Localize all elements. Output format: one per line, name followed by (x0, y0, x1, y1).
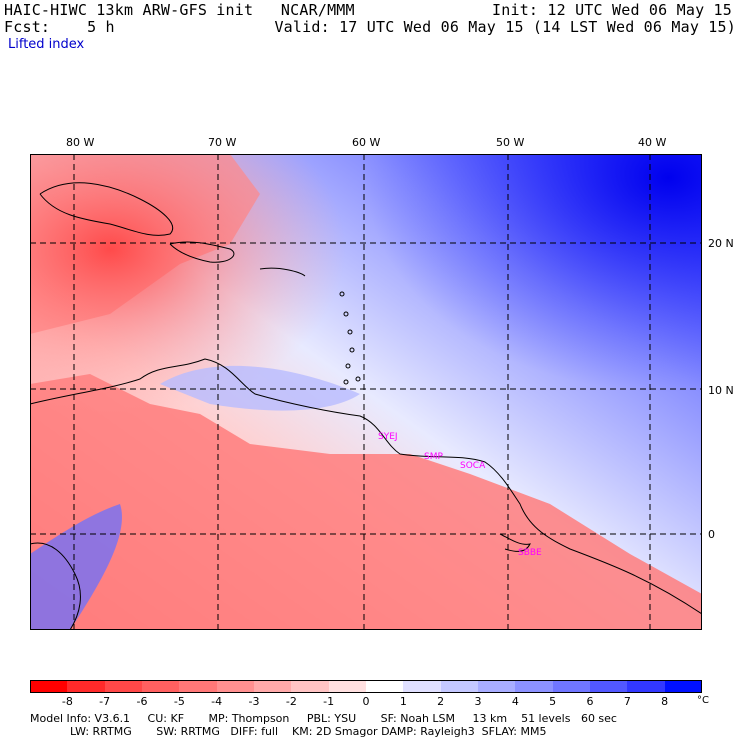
model-info-line1: Model Info: V3.6.1 CU: KF MP: Thompson P… (30, 712, 617, 725)
colorbar-label: 2 (437, 695, 445, 708)
init-time: Init: 12 UTC Wed 06 May 15 (492, 1, 732, 19)
colorbar (30, 680, 703, 693)
colorbar-label: 1 (399, 695, 407, 708)
colorbar-swatch (403, 680, 442, 693)
lon-tick-50w: 50 W (496, 136, 525, 149)
colorbar-swatch (104, 680, 143, 693)
map-border (30, 154, 702, 630)
model-info-line2: LW: RRTMG SW: RRTMG DIFF: full KM: 2D Sm… (70, 725, 547, 738)
colorbar-swatch (254, 680, 292, 693)
colorbar-swatch (142, 680, 180, 693)
colorbar-label: -3 (248, 695, 260, 708)
station-label: SYEJ (378, 432, 398, 442)
forecast-hour: Fcst: 5 h (4, 18, 115, 36)
colorbar-label: 6 (586, 695, 594, 708)
station-label: SOCA (460, 461, 486, 471)
lon-tick-60w: 60 W (352, 136, 381, 149)
colorbar-label: -5 (173, 695, 185, 708)
colorbar-swatch (179, 680, 218, 693)
colorbar-swatch (515, 680, 554, 693)
colorbar-label: 7 (623, 695, 631, 708)
lon-tick-70w: 70 W (208, 136, 237, 149)
colorbar-swatch (590, 680, 628, 693)
colorbar-label: -8 (61, 695, 73, 708)
colorbar-unit: °C (697, 695, 709, 706)
lon-tick-80w: 80 W (66, 136, 95, 149)
colorbar-label: 3 (474, 695, 482, 708)
colorbar-label: -7 (99, 695, 111, 708)
colorbar-swatch (478, 680, 516, 693)
colorbar-swatch (440, 680, 479, 693)
colorbar-label: 4 (511, 695, 519, 708)
colorbar-label: -1 (323, 695, 335, 708)
lat-tick-0: 0 (708, 528, 715, 541)
lat-tick-20n: 20 N (708, 237, 734, 250)
pacific-blue-tongue (30, 504, 122, 630)
valid-time: Valid: 17 UTC Wed 06 May 15 (14 LST Wed … (274, 18, 736, 36)
colorbar-swatch (366, 680, 404, 693)
colorbar-swatch (30, 680, 68, 693)
colorbar-label: -2 (285, 695, 297, 708)
caribbean-blue-band (160, 365, 360, 411)
colorbar-label: -6 (136, 695, 148, 708)
lat-tick-10n: 10 N (708, 384, 734, 397)
colorbar-swatch (664, 680, 703, 693)
colorbar-swatch (291, 680, 330, 693)
lesser-antilles (339, 291, 361, 385)
colorbar-swatch (216, 680, 255, 693)
atlantic-stable-core (30, 154, 702, 630)
field-name: Lifted index (8, 37, 85, 52)
colorbar-swatch (552, 680, 591, 693)
colorbar-label: -4 (211, 695, 223, 708)
colorbar-label: 0 (362, 695, 370, 708)
colorbar-label: 8 (661, 695, 669, 708)
model-title: HAIC-HIWC 13km ARW-GFS init NCAR/MMM (4, 1, 355, 19)
colorbar-swatch (627, 680, 666, 693)
colorbar-frame (30, 680, 702, 693)
colorbar-label: 5 (549, 695, 557, 708)
lifted-index-map: SYEJ SMP SOCA SBBE (30, 154, 702, 630)
lat-lon-grid (30, 154, 702, 630)
lon-tick-40w: 40 W (638, 136, 667, 149)
station-label: SMP (424, 452, 443, 462)
station-label: SBBE (518, 548, 542, 558)
colorbar-swatch (328, 680, 367, 693)
colorbar-swatch (67, 680, 106, 693)
